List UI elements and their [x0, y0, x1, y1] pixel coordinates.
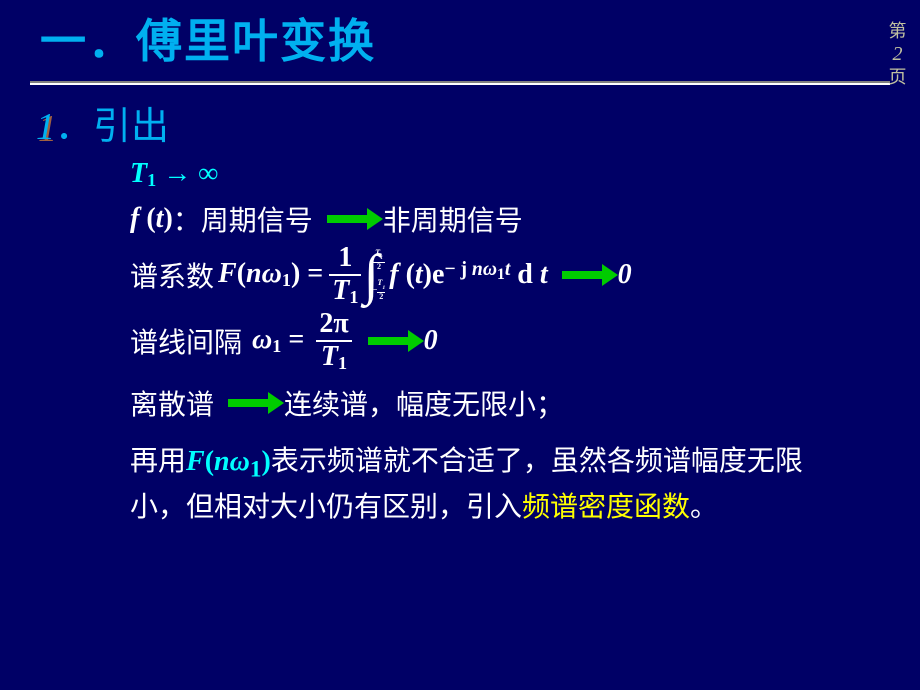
frac-num: 1 [335, 243, 355, 274]
integral-limits: T1 2 − T1 2 [373, 247, 385, 303]
title-rule [30, 81, 890, 85]
frac-den: T1 [318, 342, 350, 373]
math-t1-infty: T1 → ∞ [130, 158, 218, 191]
math-integrand: f (t)e− j nω1t d t [389, 259, 547, 291]
frac-den: T1 [329, 276, 361, 307]
text-aperiodic: 非周期信号 [383, 199, 523, 239]
para-text-1: 再用 [130, 446, 186, 477]
frac-2pi-t1: 2π T1 [316, 309, 351, 373]
arrow-icon [228, 399, 270, 407]
frac-num: 2π [316, 309, 351, 340]
colon: ： [173, 199, 201, 239]
subtitle-number: 1 [36, 106, 55, 148]
int-upper: T1 2 [373, 249, 385, 271]
slide-title: 一．傅里叶变换 [30, 5, 890, 71]
line-spacing: 谱线间隔 ω1 = 2π T1 0 [130, 309, 820, 373]
limit-zero: 0 [424, 325, 438, 357]
line-signal: f (t) ： 周期信号 非周期信号 [130, 199, 820, 239]
content-area: T1 → ∞ f (t) ： 周期信号 非周期信号 谱系数 F(nω1) = 1… [30, 158, 890, 529]
para-text-3: 。 [690, 492, 718, 523]
subtitle-text: ．引出 [55, 106, 169, 148]
para-highlight: 频谱密度函数 [522, 492, 690, 523]
slide: 一．傅里叶变换 1．引出 T1 → ∞ f (t) ： 周期信号 非周期信号 谱… [0, 0, 920, 529]
label-coeff: 谱系数 [130, 255, 214, 295]
math-omega1: ω1 = [252, 324, 304, 357]
arrow-icon [327, 215, 369, 223]
math-fnw: F(nω1) [186, 446, 271, 477]
text-continuous: 连续谱，幅度无限小； [284, 383, 564, 423]
math-coeff-lhs: F(nω1) = [218, 258, 323, 291]
page-badge-bottom: 页 [885, 66, 910, 88]
line-coeff: 谱系数 F(nω1) = 1 T1 ∫ T1 2 − [130, 243, 820, 307]
page-number-badge: 第 2 页 [885, 20, 910, 88]
page-badge-top: 第 [885, 20, 910, 42]
final-paragraph: 再用F(nω1)表示频谱就不合适了，虽然各频谱幅度无限小，但相对大小仍有区别，引… [130, 441, 820, 530]
frac-one-over-t1: 1 T1 [329, 243, 361, 307]
limit-zero: 0 [618, 259, 632, 291]
page-badge-num: 2 [885, 42, 910, 66]
text-periodic: 周期信号 [201, 199, 313, 239]
label-spacing: 谱线间隔 [130, 321, 242, 361]
int-lower: − T1 2 [373, 279, 385, 301]
math-ft: f (t) [130, 203, 173, 235]
text-discrete: 离散谱 [130, 383, 214, 423]
line-limit: T1 → ∞ [130, 158, 820, 191]
slide-subtitle: 1．引出 [30, 95, 890, 150]
line-spectrum: 离散谱 连续谱，幅度无限小； [130, 383, 820, 423]
integral: ∫ T1 2 − T1 2 [363, 247, 385, 303]
arrow-icon [368, 337, 410, 345]
arrow-icon [562, 271, 604, 279]
